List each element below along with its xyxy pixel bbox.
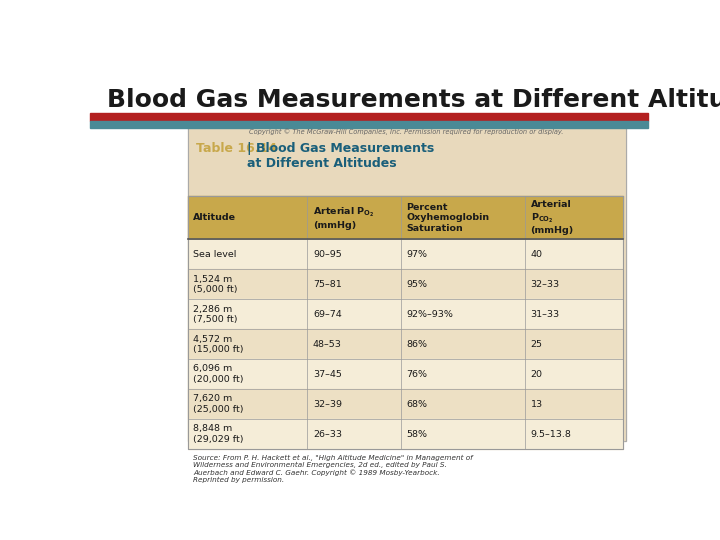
Text: Sea level: Sea level	[193, 250, 237, 259]
Text: Arterial
P$_{\mathregular{CO_2}}$
(mmHg): Arterial P$_{\mathregular{CO_2}}$ (mmHg)	[531, 200, 574, 235]
Text: 97%: 97%	[407, 250, 428, 259]
Text: 76%: 76%	[407, 370, 428, 379]
Text: 40: 40	[531, 250, 543, 259]
Bar	[188, 125, 626, 441]
Text: 86%: 86%	[407, 340, 428, 349]
Text: 13: 13	[531, 400, 543, 409]
Text: Percent
Oxyhemoglobin
Saturation: Percent Oxyhemoglobin Saturation	[407, 202, 490, 233]
Bar	[188, 359, 623, 389]
Text: Blood Gas Measurements at Different Altitudes: Blood Gas Measurements at Different Alti…	[107, 87, 720, 112]
Bar	[188, 196, 623, 239]
Text: 32–39: 32–39	[313, 400, 342, 409]
Text: Altitude: Altitude	[193, 213, 236, 222]
Text: 69–74: 69–74	[313, 310, 342, 319]
Bar	[90, 113, 648, 121]
Text: 90–95: 90–95	[313, 250, 342, 259]
Text: 68%: 68%	[407, 400, 428, 409]
Text: Source: From P. H. Hackett et al., "High Altitude Medicine" in Management of
Wil: Source: From P. H. Hackett et al., "High…	[193, 455, 473, 483]
Text: 95%: 95%	[407, 280, 428, 289]
Bar	[188, 239, 623, 269]
Text: 4,572 m
(15,000 ft): 4,572 m (15,000 ft)	[193, 334, 244, 354]
Text: 37–45: 37–45	[313, 370, 342, 379]
Bar	[188, 329, 623, 359]
Text: 25: 25	[531, 340, 543, 349]
Bar	[188, 389, 623, 419]
Bar	[188, 299, 623, 329]
Bar	[188, 269, 623, 299]
Text: 58%: 58%	[407, 429, 428, 438]
Bar	[188, 196, 623, 449]
Text: 75–81: 75–81	[313, 280, 342, 289]
Text: Copyright © The McGraw-Hill Companies, Inc. Permission required for reproduction: Copyright © The McGraw-Hill Companies, I…	[249, 129, 564, 135]
Bar	[90, 121, 648, 128]
Text: 20: 20	[531, 370, 543, 379]
Text: Table 16.14: Table 16.14	[196, 141, 277, 155]
Text: | Blood Gas Measurements
at Different Altitudes: | Blood Gas Measurements at Different Al…	[248, 141, 435, 170]
Text: 8,848 m
(29,029 ft): 8,848 m (29,029 ft)	[193, 424, 244, 444]
Text: 7,620 m
(25,000 ft): 7,620 m (25,000 ft)	[193, 394, 244, 414]
Text: 31–33: 31–33	[531, 310, 559, 319]
Text: 9.5–13.8: 9.5–13.8	[531, 429, 572, 438]
Text: 48–53: 48–53	[313, 340, 342, 349]
Bar	[188, 125, 626, 441]
Text: 32–33: 32–33	[531, 280, 559, 289]
Text: 92%–93%: 92%–93%	[407, 310, 454, 319]
Text: 2,286 m
(7,500 ft): 2,286 m (7,500 ft)	[193, 305, 238, 324]
Text: Arterial P$_{\mathregular{O_2}}$
(mmHg): Arterial P$_{\mathregular{O_2}}$ (mmHg)	[313, 206, 374, 230]
Text: 1,524 m
(5,000 ft): 1,524 m (5,000 ft)	[193, 275, 238, 294]
Text: 6,096 m
(20,000 ft): 6,096 m (20,000 ft)	[193, 364, 244, 384]
Text: 26–33: 26–33	[313, 429, 342, 438]
Bar	[188, 419, 623, 449]
